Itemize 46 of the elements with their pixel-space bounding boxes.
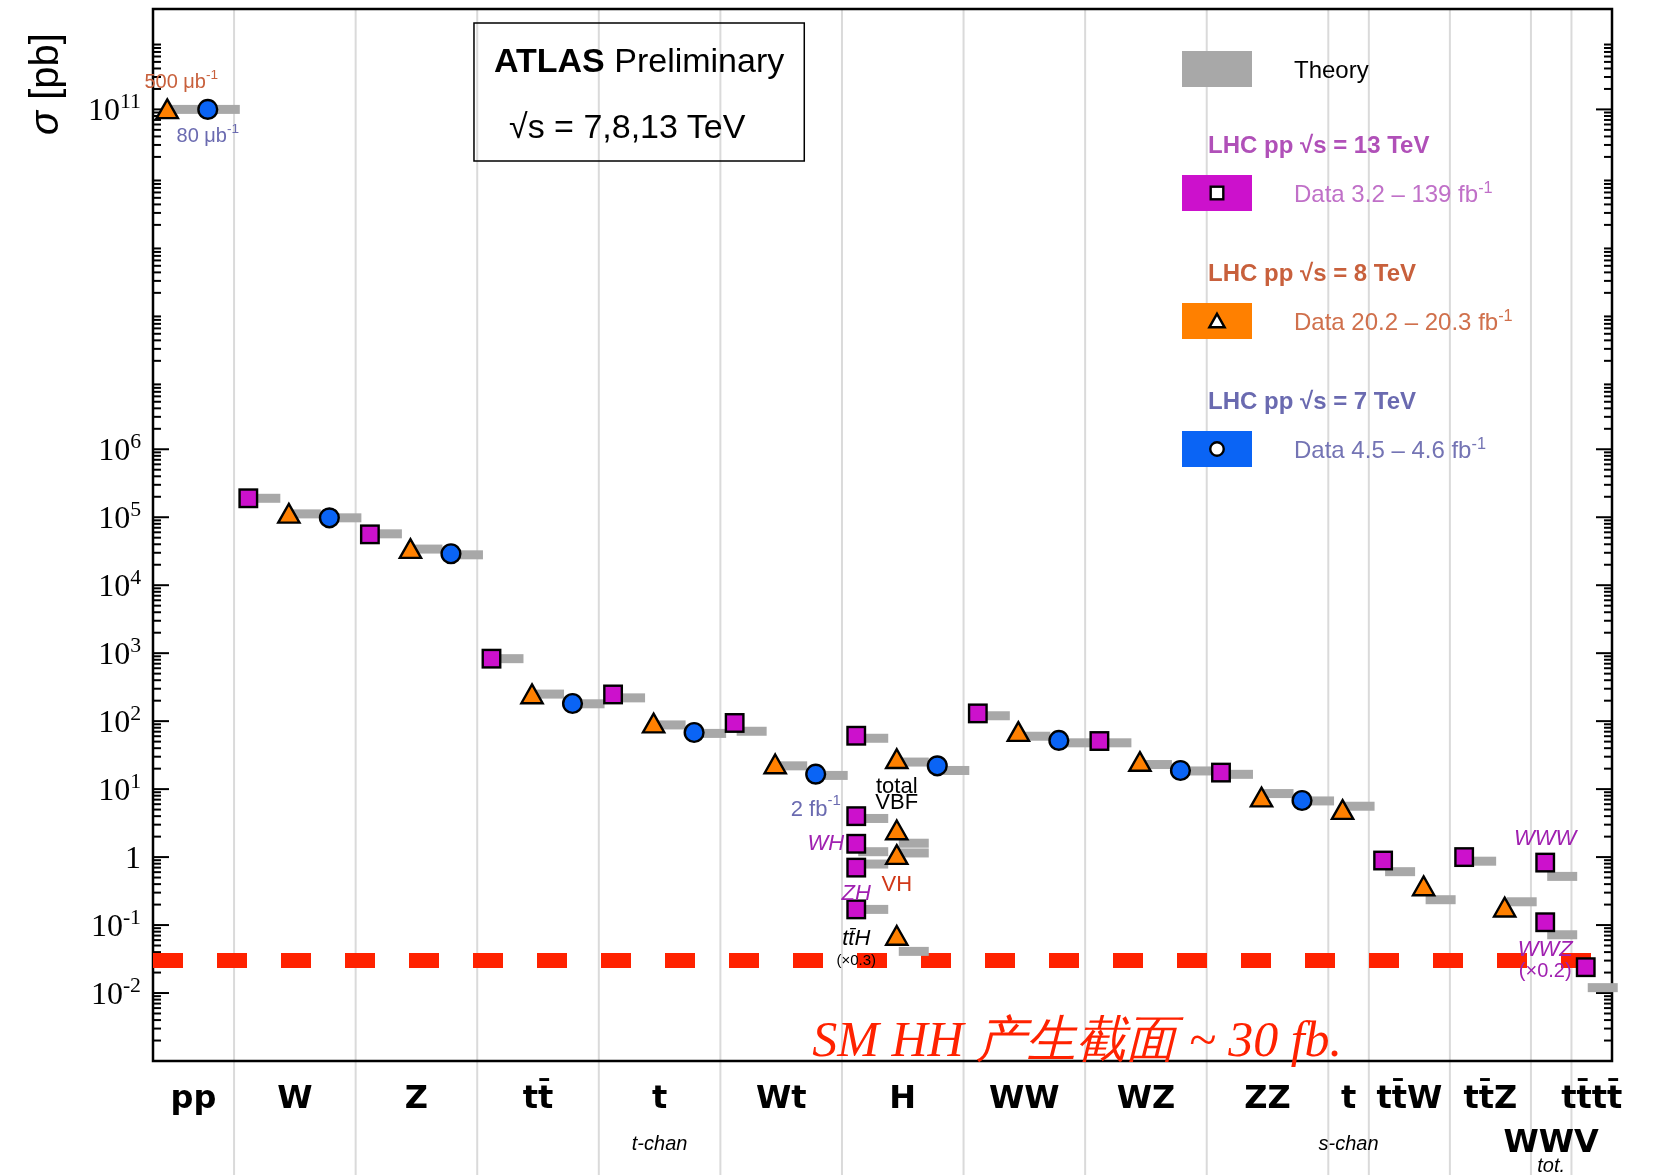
x-tick-label: H — [889, 1078, 917, 1116]
y-tick-label: 10$^{1}$ — [98, 769, 141, 808]
y-tick-label: 10$^{4}$ — [98, 565, 142, 604]
x-tick-label: t — [651, 1078, 668, 1116]
x-tick-label: t — [1340, 1078, 1357, 1116]
annotation: VH — [881, 870, 913, 896]
annotation: WWZ — [1517, 936, 1575, 962]
y-tick-label: 10$^{3}$ — [98, 633, 142, 672]
legend-label: Data 4.5 – 4.6 fb$^{-1}$ — [1294, 434, 1486, 463]
text: t-chan — [631, 1132, 688, 1154]
x-tick-label: tt̄tt̄ — [1561, 1078, 1623, 1116]
annotation: WWW — [1514, 824, 1579, 850]
y-axis-title: σ [pb] — [22, 33, 66, 135]
x-tick-label: pp — [170, 1078, 217, 1116]
annotation: tt̄H — [842, 925, 871, 951]
annotation: LHC pp √s = 7 TeV — [1208, 387, 1417, 414]
y-tick-label: 10$^{-2}$ — [90, 973, 141, 1012]
title-box: ATLAS Preliminary √s = 7,8,13 TeV — [473, 22, 806, 162]
x-tick-label: Wt — [755, 1078, 807, 1116]
annotation: ZH — [840, 879, 872, 905]
text: s-chan — [1318, 1132, 1379, 1154]
annotation: LHC pp √s = 8 TeV — [1208, 259, 1417, 286]
x-tick-label: WW — [989, 1078, 1060, 1116]
legend-label: Data 3.2 – 139 fb$^{-1}$ — [1294, 178, 1493, 207]
annotation: (×0.2) — [1518, 959, 1572, 982]
annotation: 2 fb$^{-1}$ — [790, 791, 841, 821]
x-tick-label: tt̄ — [522, 1078, 554, 1116]
text: tot. — [1537, 1154, 1566, 1175]
y-tick-label: 10$^{5}$ — [98, 497, 142, 536]
x-tick-label: WZ — [1116, 1078, 1176, 1116]
y-tick-label: 10$^{2}$ — [98, 701, 141, 740]
annotation: WH — [807, 829, 845, 855]
y-tick-label: 10$^{6}$ — [98, 429, 142, 468]
y-tick-label: 10$^{-1}$ — [90, 905, 141, 944]
legend-label: Data 20.2 – 20.3 fb$^{-1}$ — [1294, 306, 1513, 335]
legend-label: Theory — [1294, 56, 1369, 83]
y-tick-label: 10$^{11}$ — [88, 89, 141, 128]
y-tick-label: 1 — [125, 839, 141, 876]
annotation: LHC pp √s = 13 TeV — [1208, 131, 1430, 158]
x-tick-label: W — [277, 1078, 313, 1116]
x-tick-label: tt̄Z — [1463, 1078, 1518, 1116]
annotation: 80 μb$^{-1}$ — [176, 121, 240, 147]
x-tick-label: Z — [404, 1078, 429, 1116]
ref-line-label: SM HH 产生截面 ~ 30 fb. — [812, 1010, 1343, 1067]
x-tick-label: tt̄W — [1376, 1078, 1443, 1116]
x-tick-label: ZZ — [1244, 1078, 1291, 1116]
